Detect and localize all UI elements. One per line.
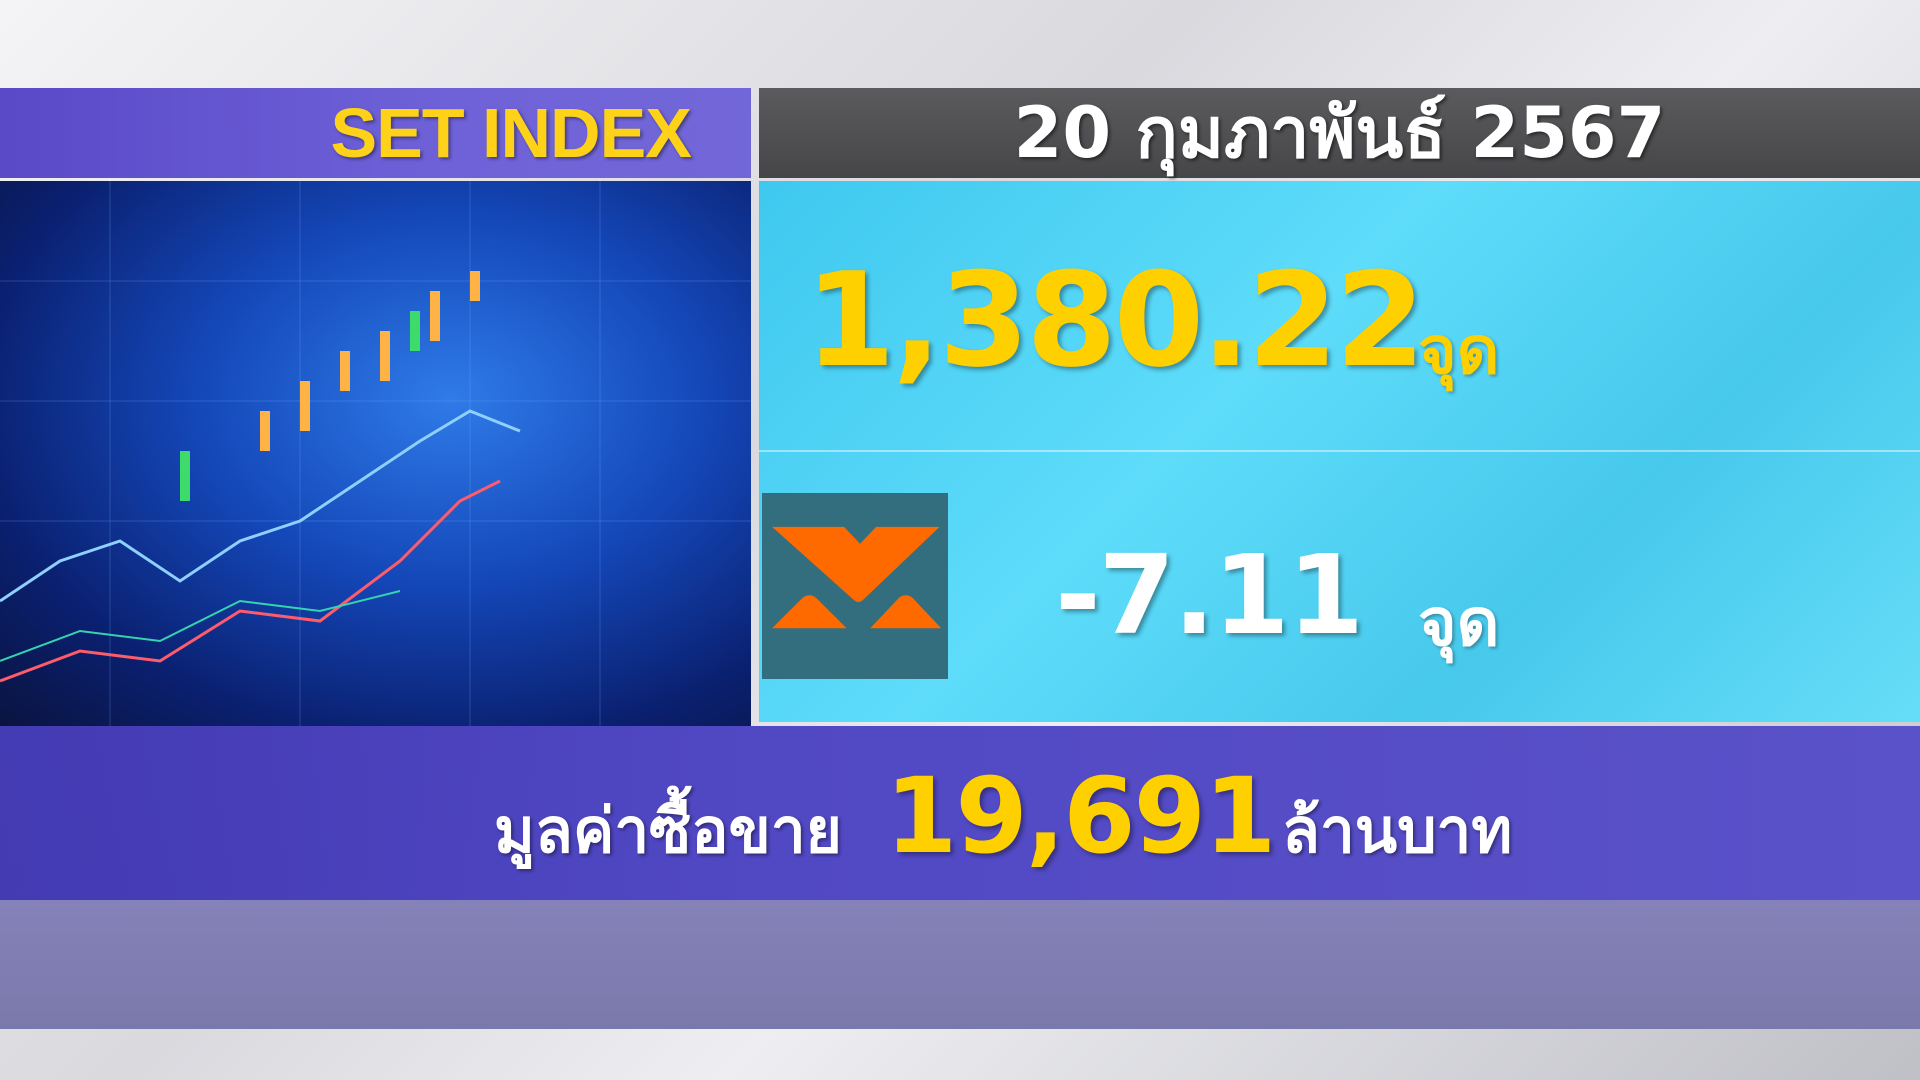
title-bar: SET INDEX [0,88,751,178]
index-value: 1,380.22 [805,244,1425,396]
volume-bar [0,726,1920,900]
stock-chart-decoration [0,181,751,726]
volume-label: มูลค่าซื้อขาย [494,794,842,867]
change-value: -7.11 [1055,531,1364,659]
change-unit: จุด [1418,584,1500,661]
down-arrow-icon [762,493,948,679]
title: SET INDEX [330,94,692,172]
lower-band [0,900,1920,1029]
index-unit: จุด [1418,312,1500,389]
volume-value: 19,691 [885,755,1276,877]
panel-divider [759,450,1920,452]
date-bar: 20 กุมภาพันธ์ 2567 [759,88,1920,178]
index-panel [759,181,1920,722]
stock-chart-background-image [0,181,751,726]
volume-unit: ล้านบาท [1282,794,1513,867]
date: 20 กุมภาพันธ์ 2567 [1013,92,1666,174]
